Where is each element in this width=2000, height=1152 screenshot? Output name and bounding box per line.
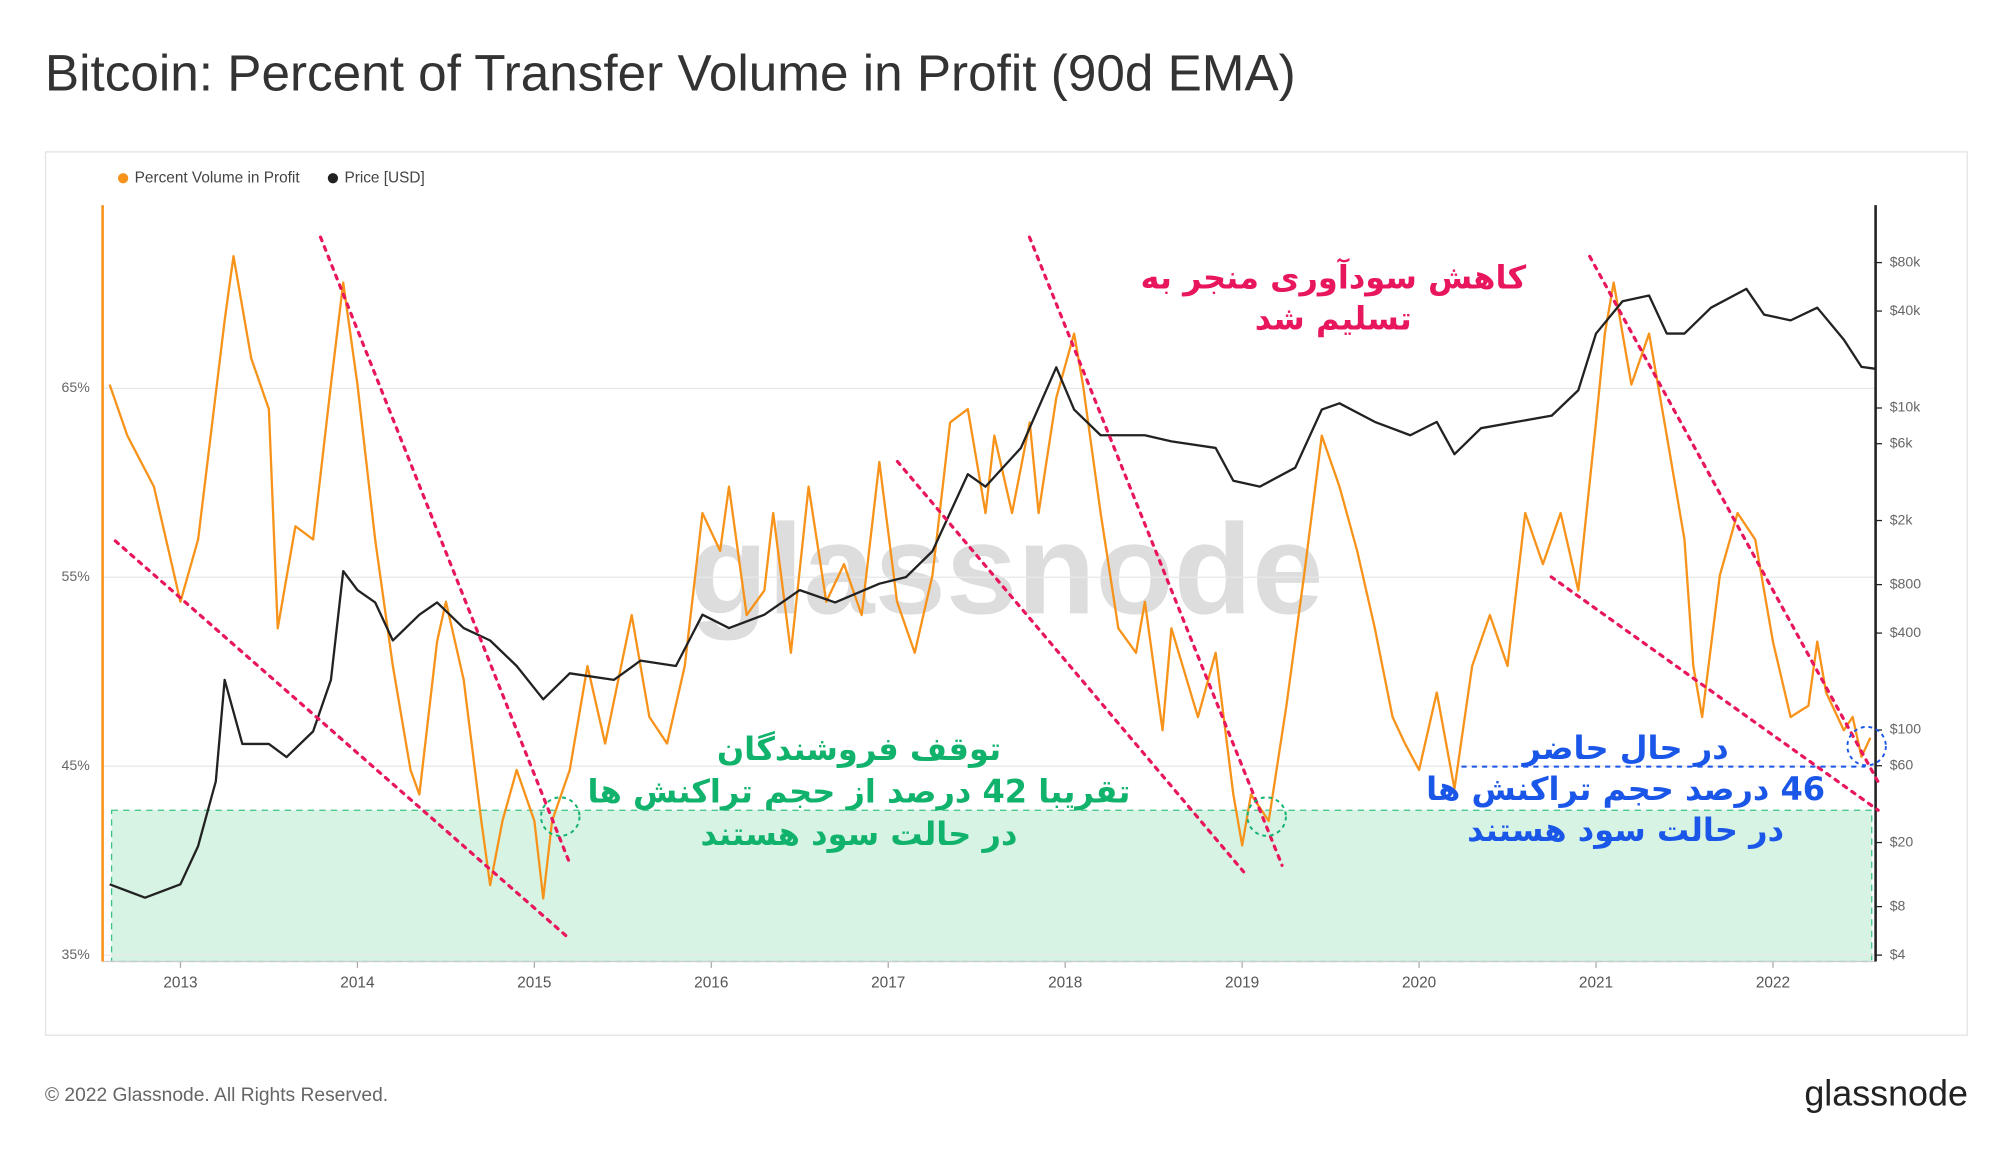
annotation: تقریبا 42 درصد از حجم تراکنش ها bbox=[588, 773, 1131, 811]
x-tick-label: 2013 bbox=[163, 974, 197, 991]
legend-marker bbox=[117, 173, 129, 184]
annotation: در حال حاضر bbox=[1521, 729, 1729, 767]
series-line bbox=[108, 254, 1872, 900]
x-tick-label: 2019 bbox=[1225, 974, 1259, 991]
x-tick-label: 2015 bbox=[517, 974, 551, 991]
trend-line bbox=[895, 459, 1246, 874]
annotation: 46 درصد حجم تراکنش ها bbox=[1426, 770, 1825, 808]
x-tick-label: 2016 bbox=[694, 974, 728, 991]
y-tick-label: 55% bbox=[62, 568, 91, 584]
trend-line bbox=[318, 235, 573, 867]
y2-tick-label: $6k bbox=[1890, 434, 1914, 450]
trend-line bbox=[113, 539, 573, 942]
footer: © 2022 Glassnode. All Rights Reserved. bbox=[45, 1085, 388, 1106]
legend-label: Price [USD] bbox=[344, 169, 424, 186]
trend-line bbox=[1588, 254, 1880, 784]
x-tick-label: 2014 bbox=[340, 974, 375, 991]
legend-marker bbox=[327, 173, 339, 184]
annotation: در حالت سود هستند bbox=[701, 815, 1018, 853]
y2-tick-label: $80k bbox=[1890, 253, 1922, 269]
annotation: کاهش سودآوری منجر به bbox=[1140, 257, 1526, 296]
y2-tick-label: $100 bbox=[1890, 721, 1922, 737]
plot-layer: 35% 45% 55% 65% $4 $8 $20 $60 $100 $400 $800 $2k $6k… bbox=[62, 169, 1922, 991]
highlight-circle bbox=[540, 796, 581, 837]
series-line bbox=[109, 287, 1876, 899]
highlight-zone bbox=[110, 809, 1873, 963]
x-tick-label: 2018 bbox=[1048, 974, 1082, 991]
chart-title: Bitcoin: Percent of Transfer Volume in P… bbox=[45, 44, 1296, 101]
y2-tick-label: $60 bbox=[1890, 756, 1914, 772]
annotation: توقف فروشندگان bbox=[717, 730, 1001, 768]
x-tick-label: 2022 bbox=[1756, 974, 1790, 991]
x-tick-label: 2017 bbox=[871, 974, 905, 991]
annotation: تسلیم شد bbox=[1255, 299, 1412, 337]
x-tick-label: 2020 bbox=[1402, 974, 1436, 991]
y2-tick-label: $10k bbox=[1890, 399, 1922, 415]
legend-label: Percent Volume in Profit bbox=[135, 169, 301, 186]
highlight-circle bbox=[1246, 796, 1287, 837]
highlight-circle bbox=[1846, 725, 1887, 767]
y2-tick-label: $400 bbox=[1890, 624, 1922, 640]
y2-tick-label: $2k bbox=[1890, 511, 1914, 527]
y2-tick-label: $20 bbox=[1890, 833, 1914, 849]
y2-tick-label: $4 bbox=[1890, 946, 1906, 962]
y-tick-label: 65% bbox=[62, 379, 91, 395]
y2-tick-label: $40k bbox=[1890, 302, 1922, 318]
trend-line bbox=[1549, 575, 1880, 812]
y-tick-label: 35% bbox=[62, 946, 91, 962]
trend-line bbox=[1027, 235, 1284, 867]
logo: glassnode bbox=[1804, 1074, 1968, 1114]
x-tick-label: 2021 bbox=[1579, 974, 1613, 991]
y2-tick-label: $8 bbox=[1890, 897, 1906, 913]
annotation: در حالت سود هستند bbox=[1467, 811, 1784, 849]
y-tick-label: 45% bbox=[62, 757, 91, 773]
watermark: glassnode bbox=[689, 498, 1323, 641]
y2-tick-label: $800 bbox=[1890, 575, 1922, 591]
